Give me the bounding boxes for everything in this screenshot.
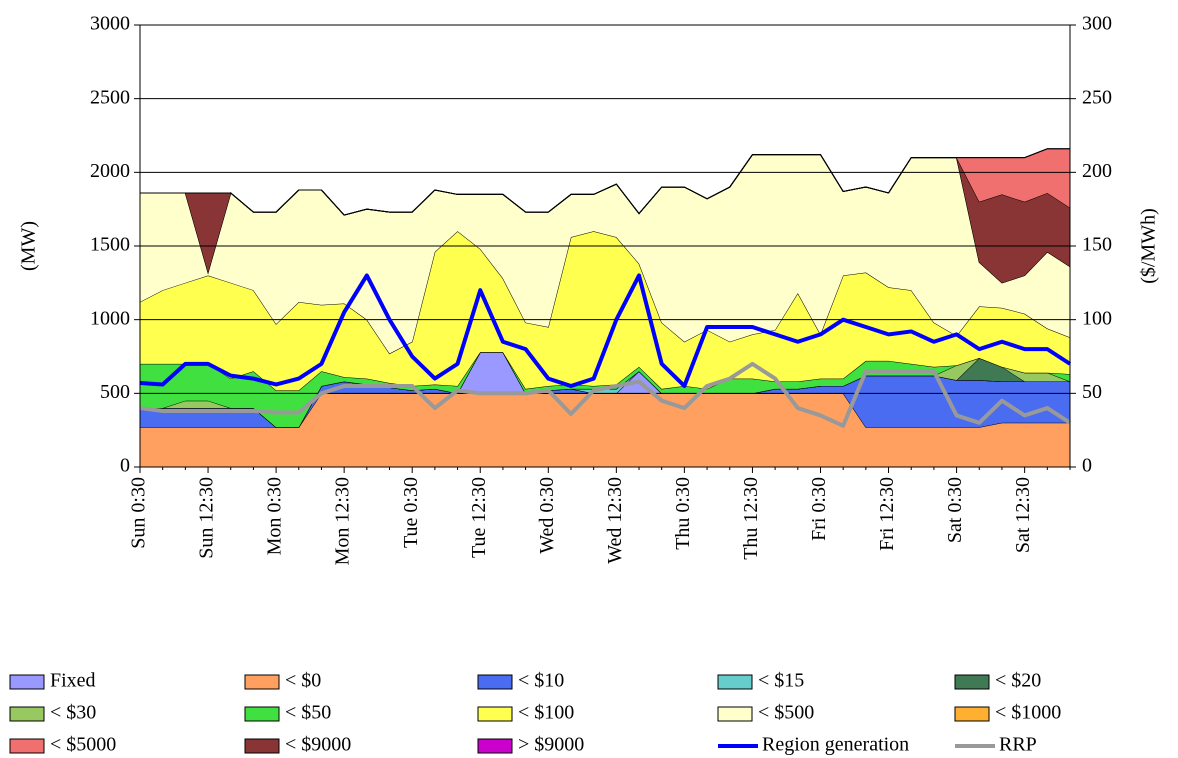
legend-swatch [477,706,513,722]
legend-label: < $15 [758,670,804,692]
legend-label: > $9000 [518,734,584,756]
x-tick-label: Tue 0:30 [400,477,422,548]
legend-label: < $50 [285,702,331,724]
legend-label: Region generation [762,734,909,756]
y-tick-label: 2500 [90,86,130,108]
y2-tick-label: 100 [1082,307,1112,329]
area-segment [140,231,1070,391]
x-tick-label: Sun 0:30 [128,477,150,549]
legend-swatch [244,706,280,722]
x-tick-label: Thu 12:30 [740,477,762,560]
y2-tick-label: 300 [1082,13,1112,35]
x-tick-label: Sat 12:30 [1012,477,1034,553]
x-tick-label: Wed 12:30 [604,477,626,564]
area-edge [140,148,1070,216]
plot-area [139,148,1071,467]
legend-label: < $100 [518,702,574,724]
y-tick-label: 500 [100,381,130,403]
legend-swatch [717,706,753,722]
series-line [139,273,1072,388]
area-segment [140,375,1070,428]
legend-swatch [954,706,990,722]
x-tick-label: Mon 12:30 [332,477,354,565]
x-tick-label: Fri 0:30 [808,477,830,541]
legend-label: < $500 [758,702,814,724]
x-tick-label: Mon 0:30 [264,477,286,555]
legend-swatch [717,674,753,690]
series-line [139,361,1072,428]
legend-swatch [9,674,45,690]
plot-frame [139,24,1071,468]
x-tick-label: Sat 0:30 [944,477,966,543]
legend-label: < $9000 [285,734,351,756]
legend-swatch [244,738,280,754]
area-segment [140,352,1070,428]
y2-tick-label: 200 [1082,160,1112,182]
y-tick-label: 1500 [90,234,130,256]
legend-swatch [477,674,513,690]
legend-label: RRP [999,734,1037,756]
x-tick-label: Fri 12:30 [876,477,898,551]
legend-swatch [954,674,990,690]
x-tick-label: Sun 12:30 [196,477,218,559]
y-tick-label: 2000 [90,160,130,182]
y-tick-label: 0 [120,455,130,477]
legend-label: < $0 [285,670,321,692]
y-tick-label: 3000 [90,13,130,35]
y2-axis-label: ($/MWh) [1138,208,1160,284]
legend-swatch [9,706,45,722]
legend-label: < $10 [518,670,564,692]
area-segment [140,154,1070,354]
x-tick-label: Thu 0:30 [672,477,694,550]
y-axis-label: (MW) [18,221,40,271]
legend-swatch [477,738,513,754]
area-segment [140,393,1070,467]
y-tick-label: 1000 [90,307,130,329]
legend-label: < $30 [50,702,96,724]
y2-tick-label: 250 [1082,86,1112,108]
x-tick-label: Wed 0:30 [536,477,558,554]
legend-label: < $1000 [995,702,1061,724]
y2-tick-label: 50 [1082,381,1102,403]
legend-swatch [9,738,45,754]
y2-tick-label: 150 [1082,234,1112,256]
y2-tick-label: 0 [1082,455,1092,477]
legend-label: < $20 [995,670,1041,692]
legend-label: < $5000 [50,734,116,756]
x-tick-label: Tue 12:30 [468,477,490,558]
legend-label: Fixed [50,670,96,692]
legend-swatch [244,674,280,690]
